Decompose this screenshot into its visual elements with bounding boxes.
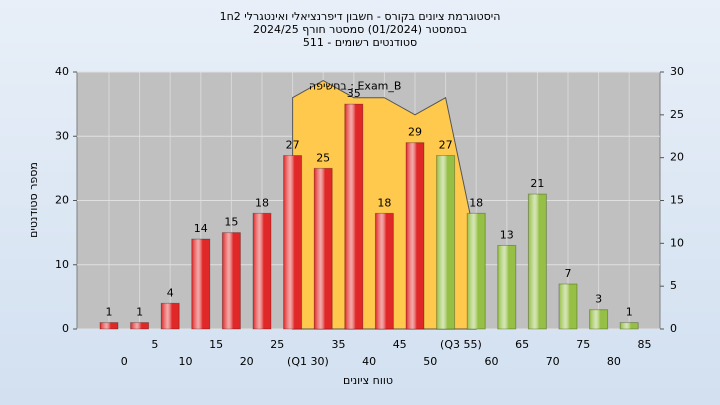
data-label: 18 (377, 196, 391, 209)
x-tick-label: 10 (179, 355, 193, 368)
x-tick-label: 80 (607, 355, 621, 368)
x-tick-label: (Q1 30) (287, 355, 329, 368)
x-tick-label: 20 (240, 355, 254, 368)
x-tick-label: 45 (393, 338, 407, 351)
y-tick-label: 40 (55, 65, 69, 78)
data-label: 27 (439, 139, 453, 152)
y-axis-label: מספר סטודנטים (27, 162, 40, 238)
y2-tick-label: 25 (670, 108, 684, 121)
bar (344, 103, 364, 330)
y2-tick-label: 0 (670, 322, 677, 335)
bar (313, 167, 333, 330)
x-tick-label: 70 (546, 355, 560, 368)
y2-tick-label: 20 (670, 151, 684, 164)
bar (191, 238, 211, 330)
y2-tick-label: 30 (670, 65, 684, 78)
x-tick-label: 15 (209, 338, 223, 351)
data-label: 25 (316, 151, 330, 164)
bar (99, 322, 119, 330)
y-tick-label: 0 (62, 322, 69, 335)
data-label: 13 (500, 228, 514, 241)
bar (130, 322, 150, 330)
data-label: 1 (106, 306, 113, 319)
area-label: בחשיפה : Exam_B (309, 80, 402, 93)
data-label: 7 (565, 267, 572, 280)
data-label: 29 (408, 126, 422, 139)
x-tick-label: 25 (270, 338, 284, 351)
bar (221, 232, 241, 330)
data-label: 21 (530, 177, 544, 190)
y-tick-label: 30 (55, 129, 69, 142)
data-label: 1 (136, 306, 143, 319)
x-tick-label: (Q3 55) (440, 338, 482, 351)
x-tick-label: 35 (332, 338, 346, 351)
x-tick-label: 60 (485, 355, 499, 368)
bar (497, 244, 517, 330)
bar (160, 302, 180, 330)
chart-subtitle: סטודנטים רשומים - 511 (303, 36, 417, 49)
data-label: 18 (469, 196, 483, 209)
x-tick-label: 85 (638, 338, 652, 351)
data-label: 27 (286, 139, 300, 152)
y2-tick-label: 10 (670, 236, 684, 249)
data-label: 4 (167, 286, 174, 299)
y2-tick-label: 15 (670, 194, 684, 207)
x-tick-label: 5 (151, 338, 158, 351)
x-tick-label: 0 (121, 355, 128, 368)
x-axis-label: טווח ציונים (343, 374, 393, 387)
bar (374, 212, 394, 330)
chart-subtitle: בסמסטר (01/2024) סמסטר חורף 2024/25 (253, 23, 467, 36)
chart-title: היסטוגרמת ציונים בקורס - חשבון דיפרנציאל… (220, 10, 501, 23)
data-label: 15 (224, 216, 238, 229)
data-label: 1 (626, 306, 633, 319)
x-tick-label: 65 (515, 338, 529, 351)
data-label: 18 (255, 196, 269, 209)
y-tick-label: 20 (55, 194, 69, 207)
y2-tick-label: 5 (670, 279, 677, 292)
bar (252, 212, 272, 330)
bar (436, 155, 456, 330)
bar (619, 322, 639, 330)
data-label: 14 (194, 222, 208, 235)
bar (466, 212, 486, 330)
x-tick-label: 40 (362, 355, 376, 368)
bar (405, 142, 425, 330)
x-tick-label: 50 (423, 355, 437, 368)
bar (283, 155, 303, 330)
data-label: 3 (595, 293, 602, 306)
bar (589, 309, 609, 330)
y-tick-label: 10 (55, 258, 69, 271)
data-label: 35 (347, 87, 361, 100)
bar (558, 283, 578, 330)
x-tick-label: 75 (576, 338, 590, 351)
bar (527, 193, 547, 330)
